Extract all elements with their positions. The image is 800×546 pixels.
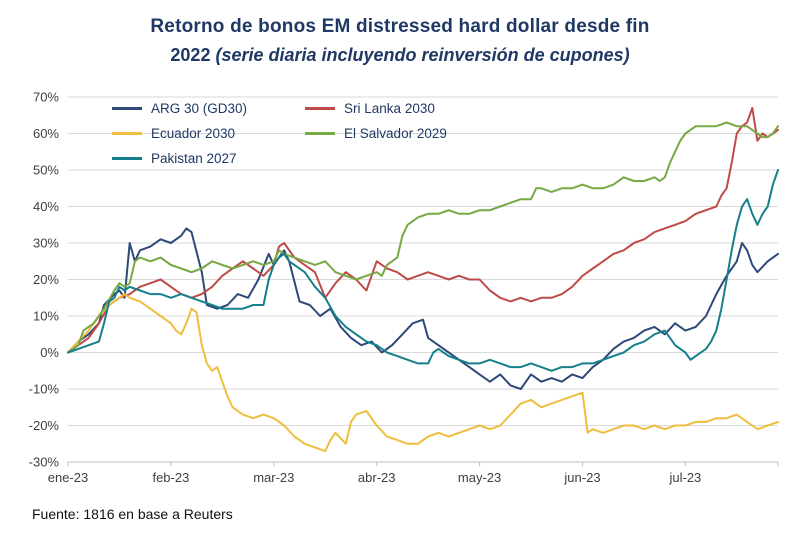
legend-label: Pakistan 2027 <box>151 151 237 166</box>
x-axis-label: abr-23 <box>358 470 396 485</box>
y-axis-label: -10% <box>29 382 60 397</box>
chart-canvas: -30% -20% -10% 0% 10% 20% 30% 40% 50% 60% 70% ene-2… <box>29 90 779 485</box>
y-axis-label: -20% <box>29 418 60 433</box>
legend-line-swatch <box>305 107 336 110</box>
legend-line-swatch <box>112 132 142 135</box>
chart-subtitle-italic: (serie diaria incluyendo reinversión de … <box>215 45 630 65</box>
legend-line-swatch <box>305 132 336 135</box>
y-axis-label: 20% <box>33 272 59 287</box>
y-axis-label: 60% <box>33 126 59 141</box>
y-axis-label: -30% <box>29 455 60 470</box>
y-axis-label: 30% <box>33 236 59 251</box>
chart-subtitle: 2022 (serie diaria incluyendo reinversió… <box>0 45 800 66</box>
y-axis-label: 0% <box>40 345 59 360</box>
x-axis-label: jun-23 <box>563 470 600 485</box>
series-line-el-salvador-2029 <box>67 121 779 354</box>
series-line-arg-30-gd30 <box>67 227 779 390</box>
legend-label: El Salvador 2029 <box>344 126 447 141</box>
legend-item-pakistan-2027: Pakistan 2027 <box>112 151 247 166</box>
legend-line-swatch <box>112 107 142 110</box>
chart-title: Retorno de bonos EM distressed hard doll… <box>0 16 800 66</box>
x-axis-label: jul-23 <box>668 470 701 485</box>
legend-label: Sri Lanka 2030 <box>344 101 435 116</box>
legend-label: ARG 30 (GD30) <box>151 101 248 116</box>
x-axis-label: feb-23 <box>152 470 189 485</box>
chart-title-line1: Retorno de bonos EM distressed hard doll… <box>150 16 650 37</box>
x-axis-label: may-23 <box>458 470 501 485</box>
legend-line-swatch <box>112 157 142 160</box>
y-axis-label: 10% <box>33 309 59 324</box>
y-axis-label: 50% <box>33 163 59 178</box>
y-axis-label: 40% <box>33 199 59 214</box>
legend-item-ecuador-2030: Ecuador 2030 <box>112 126 247 141</box>
source-note: Fuente: 1816 en base a Reuters <box>32 506 233 522</box>
chart-title-year: 2022 <box>170 45 211 65</box>
series-line-ecuador-2030 <box>67 293 779 453</box>
x-axis-label: ene-23 <box>48 470 88 485</box>
legend-item-el-salvador-2029: El Salvador 2029 <box>305 126 447 141</box>
y-axis-label: 70% <box>33 90 59 105</box>
series-line-pakistan-2027 <box>67 169 779 372</box>
chart-legend: ARG 30 (GD30) Ecuador 2030 Pakistan 2027 Sr… <box>112 101 447 166</box>
line-chart: -30% -20% -10% 0% 10% 20% 30% 40% 50% 60% 70% ene-2… <box>0 84 800 500</box>
series-line-sri-lanka-2030 <box>67 106 779 354</box>
x-axis-label: mar-23 <box>253 470 294 485</box>
legend-item-arg-30-gd30: ARG 30 (GD30) <box>112 101 247 116</box>
legend-label: Ecuador 2030 <box>151 126 236 141</box>
legend-item-sri-lanka-2030: Sri Lanka 2030 <box>305 101 447 116</box>
